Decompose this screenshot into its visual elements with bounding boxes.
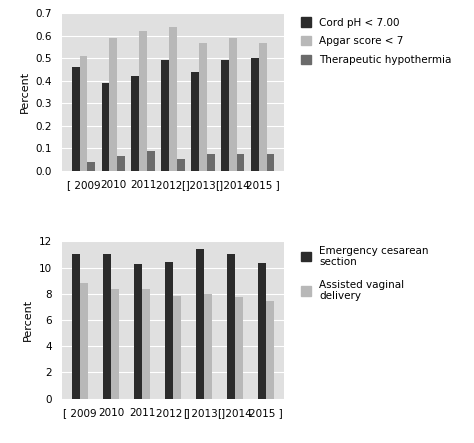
Bar — [251, 58, 259, 171]
Bar — [131, 76, 139, 171]
Bar — [161, 61, 169, 171]
Bar — [173, 296, 181, 399]
Bar — [165, 262, 173, 399]
Legend: Emergency cesarean
section, Assisted vaginal
delivery: Emergency cesarean section, Assisted vag… — [299, 244, 431, 303]
Bar — [111, 289, 119, 399]
Bar — [266, 301, 274, 399]
Bar — [266, 154, 274, 171]
Bar — [235, 297, 243, 399]
Bar — [72, 67, 80, 171]
Bar — [80, 283, 88, 399]
Bar — [237, 154, 245, 171]
Bar — [199, 43, 207, 171]
Bar — [196, 249, 204, 399]
Bar — [177, 159, 185, 171]
Bar — [227, 254, 235, 399]
Bar — [72, 254, 80, 399]
Bar — [259, 43, 266, 171]
Bar — [103, 254, 111, 399]
Bar — [139, 31, 147, 171]
Bar — [204, 294, 212, 399]
Bar — [101, 83, 109, 171]
Bar — [80, 56, 87, 171]
Bar — [134, 264, 142, 399]
Bar — [147, 152, 155, 171]
Y-axis label: Percent: Percent — [20, 71, 30, 113]
Bar — [207, 154, 215, 171]
Bar — [117, 156, 125, 171]
Bar — [191, 72, 199, 171]
Bar — [229, 38, 237, 171]
Bar — [109, 38, 117, 171]
Y-axis label: Percent: Percent — [23, 299, 33, 341]
Bar — [142, 289, 150, 399]
Bar — [87, 162, 95, 171]
Bar — [258, 263, 266, 399]
Bar — [221, 61, 229, 171]
Bar — [169, 27, 177, 171]
Legend: Cord pH < 7.00, Apgar score < 7, Therapeutic hypothermia: Cord pH < 7.00, Apgar score < 7, Therape… — [299, 16, 454, 67]
